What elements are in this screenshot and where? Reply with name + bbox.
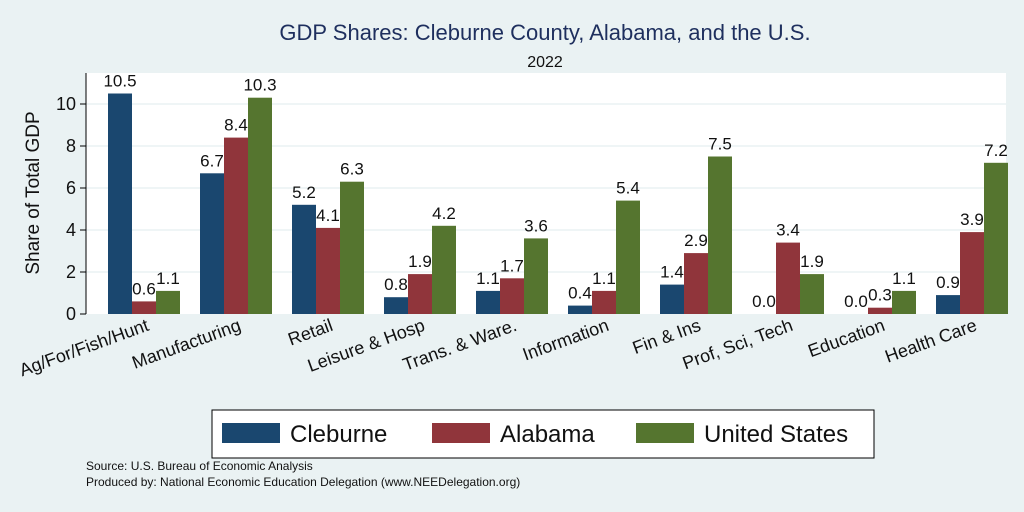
bar: [316, 227, 340, 314]
bar-value-label: 7.2: [984, 141, 1008, 160]
bar-value-label: 1.9: [800, 252, 824, 271]
bar: [524, 238, 548, 314]
bar: [248, 97, 272, 314]
bar: [892, 290, 916, 314]
bar-value-label: 1.9: [408, 252, 432, 271]
bar: [936, 295, 960, 314]
y-tick-label: 6: [66, 178, 76, 198]
legend-label: United States: [704, 421, 848, 448]
bar-value-label: 0.9: [936, 273, 960, 292]
bar-value-label: 2.9: [684, 231, 708, 250]
bar: [500, 278, 524, 314]
bar-value-label: 0.8: [384, 275, 408, 294]
bar: [132, 301, 156, 314]
bar: [684, 253, 708, 314]
bar-value-label: 0.4: [568, 284, 592, 303]
bar: [156, 290, 180, 314]
bar-value-label: 1.1: [892, 269, 916, 288]
bar-value-label: 10.5: [103, 72, 136, 91]
bar-value-label: 10.3: [243, 76, 276, 95]
bar: [340, 181, 364, 314]
y-axis-ticks: 0 2 4 6 8 10: [56, 94, 86, 324]
bar: [108, 93, 132, 314]
y-tick-label: 0: [66, 304, 76, 324]
bar-value-label: 1.7: [500, 256, 524, 275]
bar: [200, 173, 224, 314]
x-tick-label: Ag/For/Fish/Hunt: [17, 315, 152, 380]
bar: [800, 274, 824, 314]
value-labels: 10.50.61.16.78.410.35.24.16.30.81.94.21.…: [103, 72, 1007, 312]
bar-value-label: 5.2: [292, 183, 316, 202]
x-tick-label: Retail: [285, 315, 335, 350]
bar-value-label: 8.4: [224, 116, 248, 135]
bar-value-label: 3.4: [776, 221, 800, 240]
bar-value-label: 1.4: [660, 263, 684, 282]
legend-label: Cleburne: [290, 421, 387, 448]
bar: [984, 162, 1008, 314]
bar: [616, 200, 640, 314]
bar-value-label: 4.2: [432, 204, 456, 223]
x-tick-label: Health Care: [882, 315, 979, 367]
bar: [592, 290, 616, 314]
chart-title: GDP Shares: Cleburne County, Alabama, an…: [279, 20, 810, 45]
bar-value-label: 1.1: [476, 269, 500, 288]
produced-by-note: Produced by: National Economic Education…: [86, 475, 520, 489]
chart-subtitle: 2022: [527, 54, 563, 71]
bar-value-label: 4.1: [316, 206, 340, 225]
y-axis-label: Share of Total GDP: [23, 111, 44, 274]
legend-swatch: [432, 423, 490, 443]
bar: [384, 297, 408, 314]
bar: [432, 225, 456, 314]
x-tick-label: Information: [520, 315, 611, 365]
y-tick-label: 10: [56, 94, 76, 114]
bar: [960, 232, 984, 314]
bar-value-label: 6.7: [200, 151, 224, 170]
bar-value-label: 3.9: [960, 210, 984, 229]
bar: [224, 137, 248, 314]
bar: [568, 305, 592, 314]
bar-value-label: 0.0: [844, 292, 868, 311]
bar: [476, 290, 500, 314]
bar-value-label: 7.5: [708, 135, 732, 154]
legend-swatch: [222, 423, 280, 443]
legend-items: Cleburne Alabama United States: [222, 421, 848, 448]
bar: [708, 156, 732, 314]
y-tick-label: 8: [66, 136, 76, 156]
bar-value-label: 5.4: [616, 179, 640, 198]
bar-value-label: 3.6: [524, 216, 548, 235]
bar-value-label: 0.3: [868, 286, 892, 305]
y-tick-label: 4: [66, 220, 76, 240]
bar: [292, 204, 316, 314]
bar: [868, 307, 892, 314]
bar: [408, 274, 432, 314]
bar-value-label: 6.3: [340, 160, 364, 179]
y-tick-label: 2: [66, 262, 76, 282]
bar-value-label: 0.0: [752, 292, 776, 311]
legend: [211, 409, 875, 459]
bars: [108, 93, 1008, 315]
bar-value-label: 0.6: [132, 279, 156, 298]
bar: [660, 284, 684, 314]
bar-value-label: 1.1: [156, 269, 180, 288]
legend-label: Alabama: [500, 421, 595, 448]
legend-swatch: [636, 423, 694, 443]
bar: [776, 242, 800, 314]
x-tick-label: Education: [805, 315, 887, 361]
source-note: Source: U.S. Bureau of Economic Analysis: [86, 459, 313, 473]
bar-value-label: 1.1: [592, 269, 616, 288]
